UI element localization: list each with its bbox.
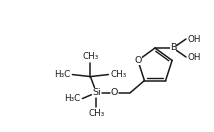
Text: O: O xyxy=(134,56,142,65)
Text: B: B xyxy=(170,44,176,53)
Text: CH₃: CH₃ xyxy=(88,109,105,118)
Text: OH: OH xyxy=(188,53,202,62)
Text: Si: Si xyxy=(92,88,101,97)
Text: CH₃: CH₃ xyxy=(110,70,127,79)
Text: O: O xyxy=(111,88,118,97)
Text: H₃C: H₃C xyxy=(64,94,80,103)
Text: CH₃: CH₃ xyxy=(82,52,98,61)
Text: H₃C: H₃C xyxy=(54,70,70,79)
Text: OH: OH xyxy=(188,34,202,44)
